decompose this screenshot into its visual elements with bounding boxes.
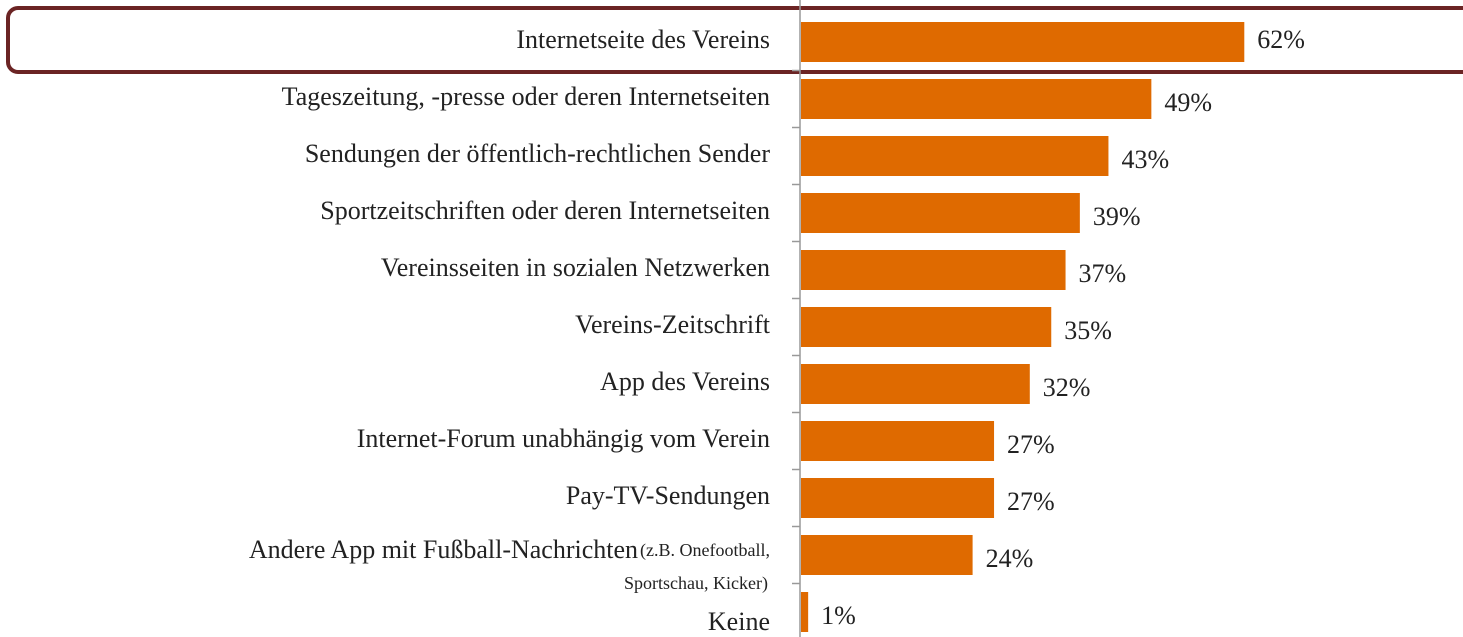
value-label: 37% [1079, 259, 1127, 288]
category-note: Sportschau, Kicker) [624, 573, 768, 594]
category-label: Andere App mit Fußball-Nachrichten [249, 535, 638, 564]
category-label: App des Vereins [600, 367, 770, 396]
category-label: Keine [708, 607, 770, 636]
bar [801, 307, 1052, 347]
value-label: 24% [986, 544, 1034, 573]
bar [801, 193, 1080, 233]
bar [801, 79, 1152, 119]
category-label: Sportzeitschriften oder deren Internetse… [320, 196, 770, 225]
bar [801, 22, 1245, 62]
category-label: Internetseite des Vereins [516, 25, 770, 54]
value-label: 1% [821, 601, 856, 630]
value-label: 32% [1043, 373, 1091, 402]
bar [801, 535, 973, 575]
value-label: 35% [1064, 316, 1112, 345]
bar [801, 421, 995, 461]
category-label: Vereinsseiten in sozialen Netzwerken [381, 253, 770, 282]
value-label: 27% [1007, 430, 1055, 459]
value-label: 43% [1121, 145, 1169, 174]
category-label: Vereins-Zeitschrift [575, 310, 771, 339]
highlight-box [6, 6, 1463, 74]
value-label: 39% [1093, 202, 1141, 231]
category-label: Internet-Forum unabhängig vom Verein [357, 424, 770, 453]
bar [801, 136, 1109, 176]
bar [801, 592, 809, 632]
value-label: 49% [1164, 88, 1212, 117]
bar [801, 478, 995, 518]
category-label: Tageszeitung, -presse oder deren Interne… [282, 82, 770, 111]
bar [801, 250, 1066, 290]
category-label: Sendungen der öffentlich-rechtlichen Sen… [305, 139, 771, 168]
bar [801, 364, 1030, 404]
category-note: (z.B. Onefootball, [640, 540, 770, 561]
category-label: Pay-TV-Sendungen [566, 481, 770, 510]
value-label: 62% [1257, 25, 1305, 54]
value-label: 27% [1007, 487, 1055, 516]
